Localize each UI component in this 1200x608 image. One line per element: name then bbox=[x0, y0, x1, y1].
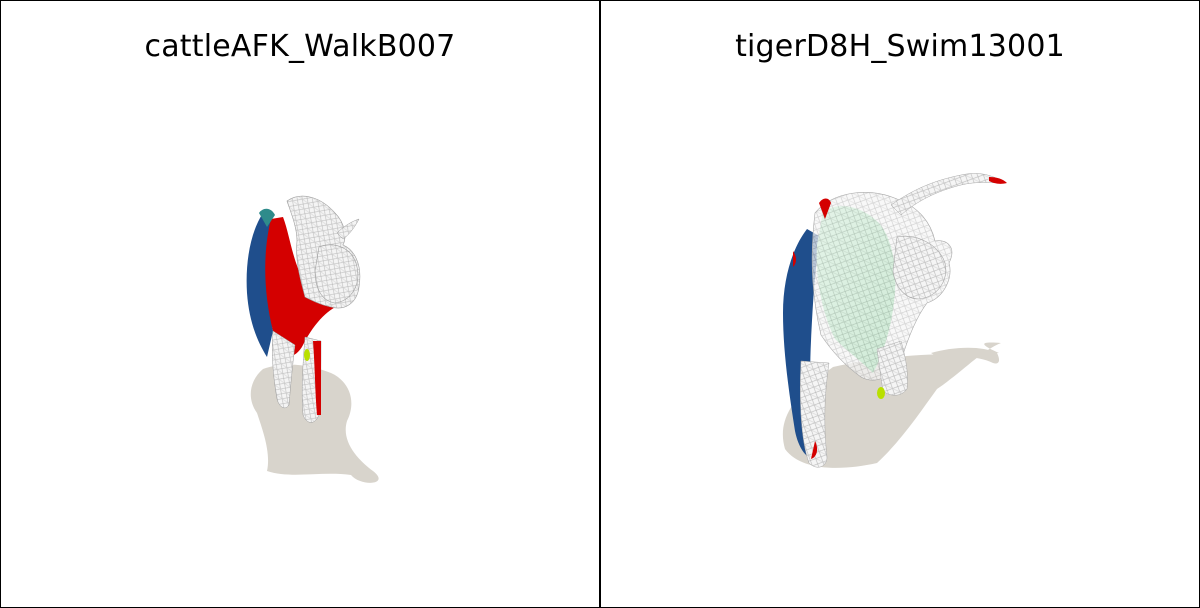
tiger-paw-green bbox=[877, 387, 885, 399]
viewport-left[interactable]: cattleAFK_WalkB007 bbox=[0, 0, 600, 608]
tiger-head bbox=[892, 235, 947, 300]
cattle-accent-teal bbox=[259, 208, 275, 227]
tiger-tail bbox=[890, 173, 1006, 216]
viewport-right[interactable]: tigerD8H_Swim13001 bbox=[600, 0, 1200, 608]
panel-title-left: cattleAFK_WalkB007 bbox=[144, 29, 456, 64]
tiger-tail-shadow bbox=[931, 347, 1000, 364]
cattle-horn bbox=[336, 218, 360, 240]
cattle-accent-green bbox=[304, 349, 310, 361]
cattle-leg-left bbox=[271, 330, 296, 409]
cattle-leg-red bbox=[313, 341, 321, 415]
tiger-shadow bbox=[782, 342, 1001, 468]
tiger-mark-red-2 bbox=[793, 251, 796, 267]
panel-title-right: tigerD8H_Swim13001 bbox=[735, 29, 1065, 64]
cattle-mesh-render[interactable] bbox=[1, 1, 600, 608]
tiger-tail-tip-red bbox=[989, 177, 1007, 184]
tiger-body-blue bbox=[783, 229, 821, 458]
tiger-mesh-render[interactable] bbox=[601, 1, 1200, 608]
cattle-head bbox=[314, 244, 359, 304]
tiger-mark-red-3 bbox=[811, 441, 818, 459]
tiger-leg-front-left bbox=[800, 360, 830, 468]
tiger-leg-front-right bbox=[876, 340, 908, 396]
tiger-mark-red-1 bbox=[819, 198, 831, 219]
